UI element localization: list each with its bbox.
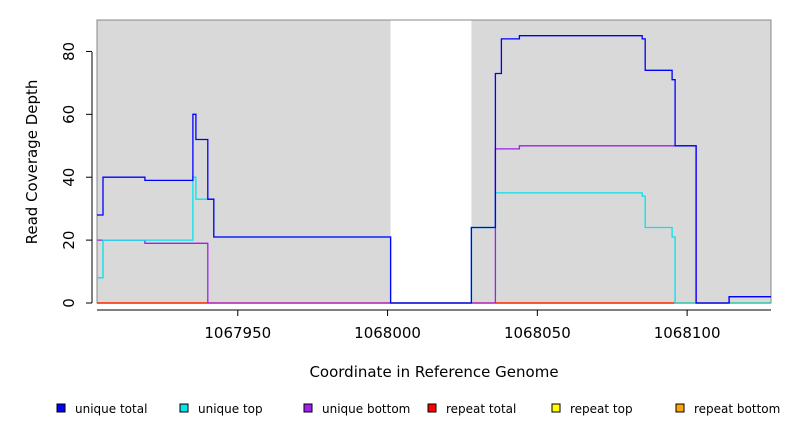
- series-line-unique-total: [97, 35, 771, 304]
- legend-swatch-unique-total: [56, 403, 66, 413]
- legend-label-repeat-total: repeat total: [446, 402, 516, 416]
- shaded-region-1: [97, 20, 391, 303]
- y-tick-label-20: 20: [60, 231, 78, 250]
- legend-swatch-repeat-bottom: [675, 403, 685, 413]
- x-tick-label-1068050: 1068050: [504, 324, 571, 342]
- y-tick-label-60: 60: [60, 105, 78, 124]
- legend-swatch-repeat-top: [551, 403, 561, 413]
- legend-swatch-unique-top: [179, 403, 189, 413]
- x-tick-label-1068000: 1068000: [354, 324, 421, 342]
- y-tick-label-0: 0: [60, 298, 78, 308]
- y-ticks: 0 20 40 60 80: [60, 42, 92, 308]
- series-lines: [97, 35, 771, 304]
- legend-label-unique-bottom: unique bottom: [322, 402, 410, 416]
- y-tick-label-80: 80: [60, 42, 78, 61]
- legend-label-repeat-top: repeat top: [570, 402, 633, 416]
- y-axis-title: Read Coverage Depth: [23, 80, 41, 245]
- x-tick-label-1067950: 1067950: [204, 324, 271, 342]
- legend-label-repeat-bottom: repeat bottom: [694, 402, 780, 416]
- shaded-region-2: [471, 20, 771, 303]
- legend-swatch-repeat-total: [427, 403, 437, 413]
- legend-label-unique-total: unique total: [75, 402, 147, 416]
- x-axis-title: Coordinate in Reference Genome: [309, 363, 558, 381]
- x-tick-label-1068100: 1068100: [654, 324, 721, 342]
- plot-background: [96, 19, 772, 304]
- legend: unique total unique top unique bottom repea…: [56, 402, 780, 416]
- y-tick-label-40: 40: [60, 168, 78, 187]
- x-ticks: 1067950 1068000 1068050 1068100: [204, 310, 721, 342]
- legend-swatch-unique-bottom: [303, 403, 313, 413]
- legend-label-unique-top: unique top: [198, 402, 263, 416]
